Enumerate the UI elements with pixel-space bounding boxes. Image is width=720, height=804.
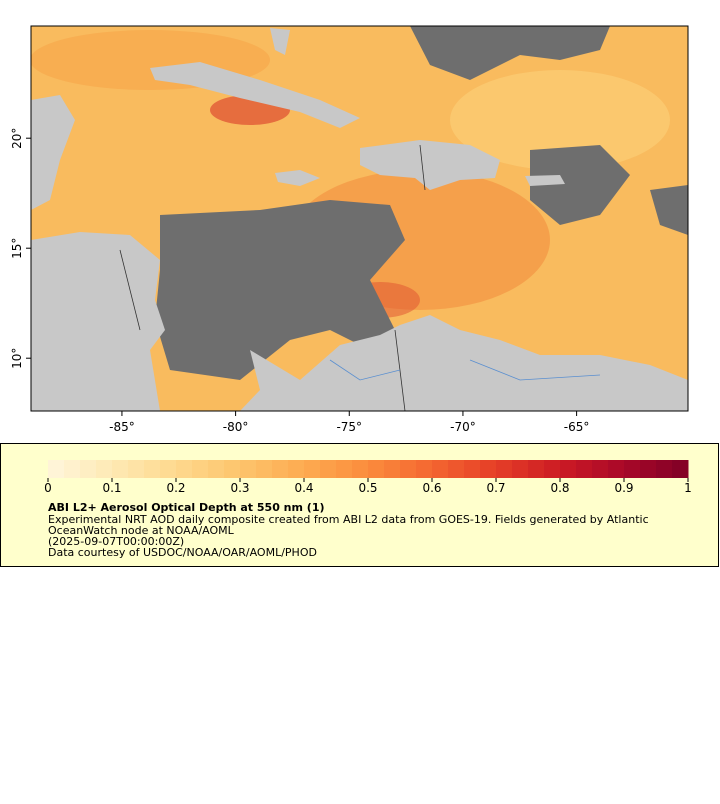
colorbar-step: [64, 460, 81, 478]
legend-line: Data courtesy of USDOC/NOAA/OAR/AOML/PHO…: [48, 546, 317, 559]
colorbar-step: [96, 460, 113, 478]
colorbar-step: [160, 460, 177, 478]
colorbar-tick-label: 1: [684, 481, 692, 495]
colorbar-step: [352, 460, 369, 478]
colorbar-step: [320, 460, 337, 478]
colorbar-step: [656, 460, 673, 478]
colorbar-step: [432, 460, 449, 478]
colorbar-tick-label: 0.9: [614, 481, 633, 495]
legend-line: OceanWatch node at NOAA/AOML: [48, 524, 235, 537]
colorbar-step: [416, 460, 433, 478]
no-data: [650, 185, 688, 235]
map-frame: [30, 25, 689, 412]
land-south-america: [240, 315, 688, 411]
y-tick-label: 10°: [10, 348, 24, 369]
aod-patch: [450, 70, 670, 170]
land-hispaniola: [360, 140, 500, 190]
colorbar-tick-label: 0: [44, 481, 52, 495]
colorbar-tick-label: 0.6: [422, 481, 441, 495]
colorbar-step: [576, 460, 593, 478]
land-central-america: [31, 232, 165, 411]
colorbar-step: [400, 460, 417, 478]
colorbar-step: [112, 460, 129, 478]
y-tick-label: 20°: [10, 128, 24, 149]
colorbar-step: [272, 460, 289, 478]
x-tick-label: -80°: [223, 420, 249, 434]
colorbar-step: [512, 460, 529, 478]
colorbar-step: [448, 460, 465, 478]
legend-line: (2025-09-07T00:00:00Z): [48, 535, 184, 548]
colorbar-tick-label: 0.2: [166, 481, 185, 495]
colorbar-step: [144, 460, 161, 478]
colorbar-step: [624, 460, 641, 478]
colorbar-tick-label: 0.3: [230, 481, 249, 495]
border: [119, 144, 426, 411]
colorbar-step: [336, 460, 353, 478]
colorbar-step: [672, 460, 689, 478]
colorbar-tick-label: 0.7: [486, 481, 505, 495]
colorbar-step: [208, 460, 225, 478]
colorbar-step: [544, 460, 561, 478]
colorbar-step: [640, 460, 657, 478]
land: [270, 28, 290, 55]
colorbar-step: [496, 460, 513, 478]
colorbar-step: [240, 460, 257, 478]
river: [329, 359, 601, 381]
legend-line: Experimental NRT AOD daily composite cre…: [48, 513, 649, 526]
colorbar-step: [384, 460, 401, 478]
colorbar-step: [560, 460, 577, 478]
colorbar-tick-label: 0.5: [358, 481, 377, 495]
no-data: [155, 200, 405, 380]
colorbar-step: [368, 460, 385, 478]
colorbar-tick-label: 0.1: [102, 481, 121, 495]
colorbar-step: [192, 460, 209, 478]
land-cuba: [150, 62, 360, 128]
x-tick-label: -70°: [450, 420, 476, 434]
colorbar-step: [128, 460, 145, 478]
land: [31, 95, 75, 210]
colorbar-step: [592, 460, 609, 478]
no-data: [530, 145, 630, 225]
colorbar-step: [256, 460, 273, 478]
x-tick-label: -65°: [564, 420, 590, 434]
colorbar-step: [80, 460, 97, 478]
colorbar-step: [304, 460, 321, 478]
no-data: [410, 26, 610, 80]
colorbar-step: [528, 460, 545, 478]
x-tick-label: -85°: [109, 420, 135, 434]
land-puerto-rico: [525, 175, 565, 186]
colorbar-step: [608, 460, 625, 478]
colorbar-tick-label: 0.4: [294, 481, 313, 495]
legend-title: ABI L2+ Aerosol Optical Depth at 550 nm …: [48, 501, 325, 514]
colorbar-step: [464, 460, 481, 478]
x-tick-label: -75°: [336, 420, 362, 434]
y-tick-label: 15°: [10, 238, 24, 259]
colorbar-step: [48, 460, 65, 478]
land-jamaica: [275, 170, 320, 186]
colorbar-tick-label: 0.8: [550, 481, 569, 495]
colorbar-step: [480, 460, 497, 478]
colorbar-step: [176, 460, 193, 478]
colorbar-step: [288, 460, 305, 478]
colorbar-step: [224, 460, 241, 478]
map-area: [31, 26, 688, 411]
